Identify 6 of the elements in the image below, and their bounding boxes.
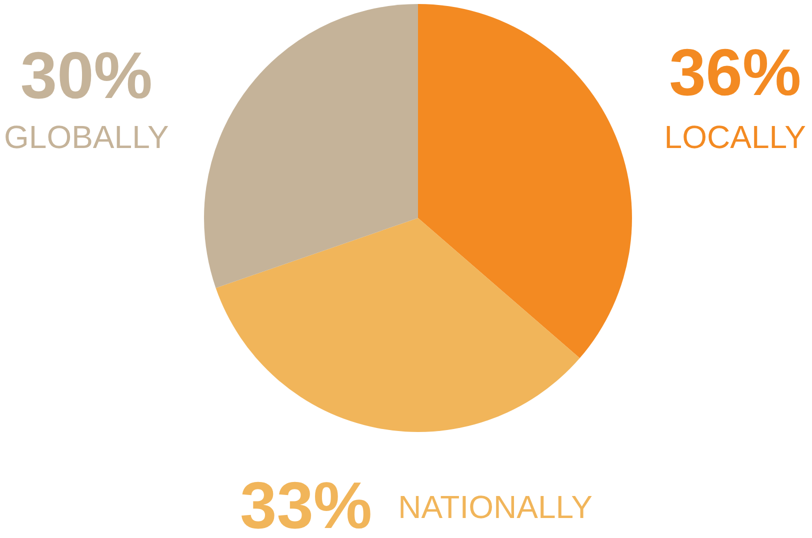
data-label: 30% (20, 38, 152, 112)
slice-label: LOCALLY (664, 119, 806, 155)
slice-label: GLOBALLY (4, 119, 169, 155)
slice-label: NATIONALLY (398, 489, 593, 525)
data-label: 33% (240, 468, 372, 538)
data-label: 36% (669, 35, 802, 109)
